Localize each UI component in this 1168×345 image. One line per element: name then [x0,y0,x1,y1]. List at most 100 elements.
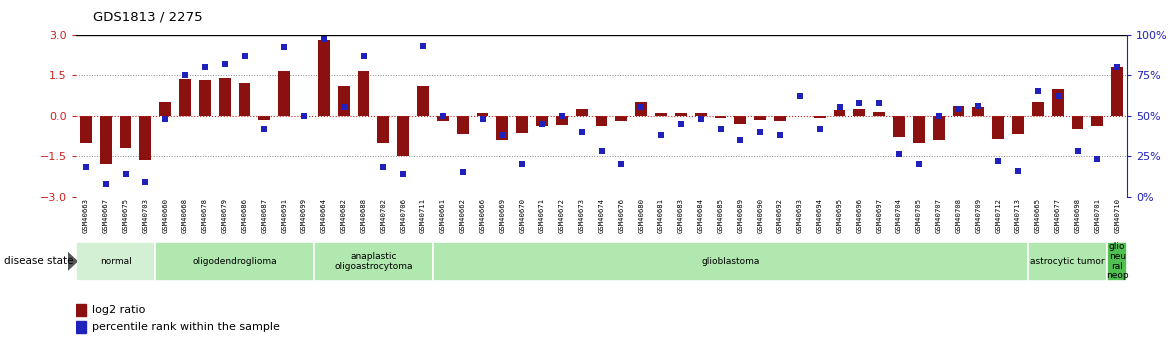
Bar [238,83,250,116]
Bar [576,109,588,116]
Point [513,161,531,167]
Point [116,171,134,177]
Bar [755,116,766,120]
Bar [655,113,667,116]
Bar [159,102,172,116]
Bar [433,241,1028,281]
Point [1029,89,1048,94]
Bar [179,79,190,116]
Bar [516,116,528,133]
Point [1089,157,1107,162]
Point [433,113,452,118]
Point [493,132,512,138]
Bar [437,116,449,121]
Bar [338,86,349,116]
Point [334,105,353,110]
Point [195,64,214,70]
Point [1108,64,1127,70]
Point [215,61,234,67]
Text: glioblastoma: glioblastoma [701,257,759,266]
Point [255,126,273,131]
Bar [119,116,132,148]
Bar [596,116,607,126]
Bar [139,116,152,160]
Bar [874,111,885,116]
Bar [99,116,112,164]
Bar [1091,116,1104,126]
Point [870,100,889,105]
Point [691,116,710,121]
Text: disease state: disease state [4,256,74,266]
Bar [397,116,409,156]
Bar [457,116,468,135]
Point [96,181,114,186]
Bar [218,78,230,116]
Bar [76,304,86,316]
Point [930,113,948,118]
Point [235,53,253,58]
Bar [556,116,568,125]
Bar [695,113,707,116]
Point [751,129,770,135]
Point [830,105,849,110]
Text: percentile rank within the sample: percentile rank within the sample [92,322,280,332]
Point [632,105,651,110]
Bar [1031,102,1044,116]
Point [791,93,809,99]
Point [394,171,412,177]
Text: GDS1813 / 2275: GDS1813 / 2275 [93,10,203,23]
Bar [675,113,687,116]
Bar [278,71,290,116]
Bar [199,80,210,116]
Text: log2 ratio: log2 ratio [92,305,146,315]
Point [374,165,392,170]
Bar [79,116,92,142]
Point [354,53,373,58]
Bar [735,116,746,124]
Bar [1111,67,1124,116]
Bar [377,116,389,142]
Bar [953,106,965,116]
Text: glio
neu
ral
neop: glio neu ral neop [1106,242,1128,280]
Point [711,126,730,131]
Bar [258,116,270,120]
Point [473,116,492,121]
Bar [635,102,647,116]
Bar [834,110,846,116]
Bar [1013,116,1024,135]
Bar [814,116,826,118]
Bar [1028,241,1107,281]
Bar [1107,241,1127,281]
Bar [76,241,155,281]
Point [731,137,750,143]
Point [453,170,472,175]
Point [175,72,194,78]
Bar [913,116,925,142]
Point [969,103,988,109]
Point [533,121,551,127]
Bar [536,116,548,126]
Point [135,179,154,185]
Bar [477,113,488,116]
Bar [973,108,985,116]
Bar [894,116,905,137]
Point [552,113,571,118]
Bar [854,109,865,116]
Bar [496,116,508,140]
Point [989,158,1008,164]
Point [652,132,670,138]
Point [76,165,95,170]
Bar [715,116,726,118]
Point [771,132,790,138]
Point [572,129,591,135]
Point [910,161,929,167]
Point [850,100,869,105]
Point [612,161,631,167]
Bar [616,116,627,121]
Bar [417,86,429,116]
Text: oligodendroglioma: oligodendroglioma [193,257,277,266]
Point [314,37,333,42]
Point [950,106,968,112]
Point [811,126,829,131]
Point [672,121,690,127]
